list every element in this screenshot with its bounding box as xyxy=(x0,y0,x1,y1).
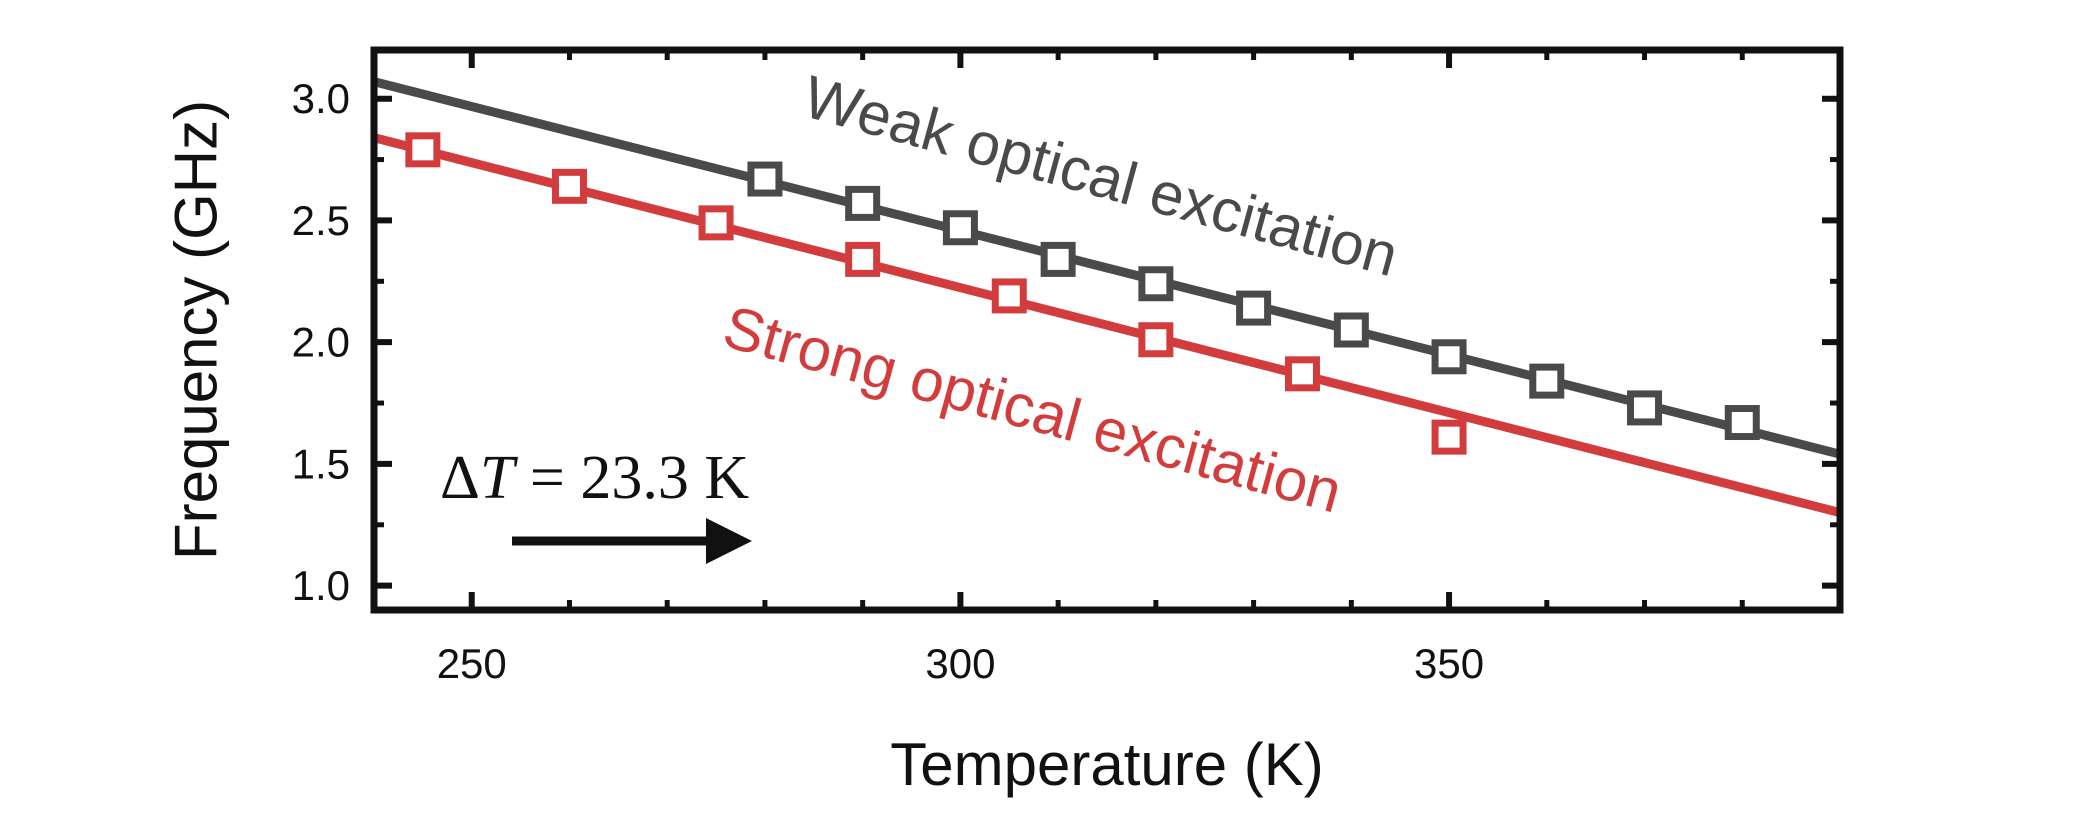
data-point-series-0 xyxy=(1138,266,1174,302)
data-point-series-1 xyxy=(405,132,441,168)
data-point-series-0 xyxy=(1040,241,1076,277)
data-point-series-1 xyxy=(991,278,1027,314)
data-point-series-0 xyxy=(942,210,978,246)
data-markers xyxy=(405,132,1760,455)
series-label-strong: Strong optical excitation xyxy=(717,293,1349,526)
data-point-series-0 xyxy=(1529,363,1565,399)
t-symbol: T xyxy=(480,444,519,512)
y-tick-label: 1.0 xyxy=(292,562,350,609)
fit-line-series-0 xyxy=(372,77,1842,459)
fit-lines xyxy=(372,77,1842,517)
data-point-series-1 xyxy=(1431,419,1467,455)
data-point-series-0 xyxy=(845,185,881,221)
y-tick-label: 1.5 xyxy=(292,440,350,487)
y-tick-label: 2.5 xyxy=(292,197,350,244)
delta-t-annotation: ΔT = 23.3 K xyxy=(440,444,752,564)
x-tick-label: 300 xyxy=(925,640,995,687)
fit-line-series-1 xyxy=(372,133,1842,517)
data-point-series-0 xyxy=(1333,312,1369,348)
y-tick-label: 2.0 xyxy=(292,319,350,366)
data-point-series-1 xyxy=(1138,322,1174,358)
x-tick-label: 350 xyxy=(1414,640,1484,687)
y-axis-title: Frequency (GHz) xyxy=(163,100,230,560)
data-point-series-0 xyxy=(1724,405,1760,441)
data-point-series-0 xyxy=(1431,339,1467,375)
data-point-series-0 xyxy=(1627,390,1663,426)
delta-symbol: Δ xyxy=(440,444,480,512)
data-point-series-0 xyxy=(1236,290,1272,326)
data-point-series-1 xyxy=(551,168,587,204)
arrow-right-icon xyxy=(706,518,752,564)
delta-t-value: = 23.3 K xyxy=(514,444,749,512)
data-point-series-1 xyxy=(698,205,734,241)
x-axis-title: Temperature (K) xyxy=(890,731,1323,798)
plot-frame xyxy=(370,46,1844,614)
data-point-series-1 xyxy=(1284,356,1320,392)
y-tick-label: 3.0 xyxy=(292,75,350,122)
data-point-series-0 xyxy=(747,161,783,197)
svg-text:ΔT = 23.3 K: ΔT = 23.3 K xyxy=(440,444,749,512)
x-tick-label: 250 xyxy=(437,640,507,687)
series-label-weak: Weak optical excitation xyxy=(797,63,1406,289)
data-point-series-1 xyxy=(845,241,881,277)
